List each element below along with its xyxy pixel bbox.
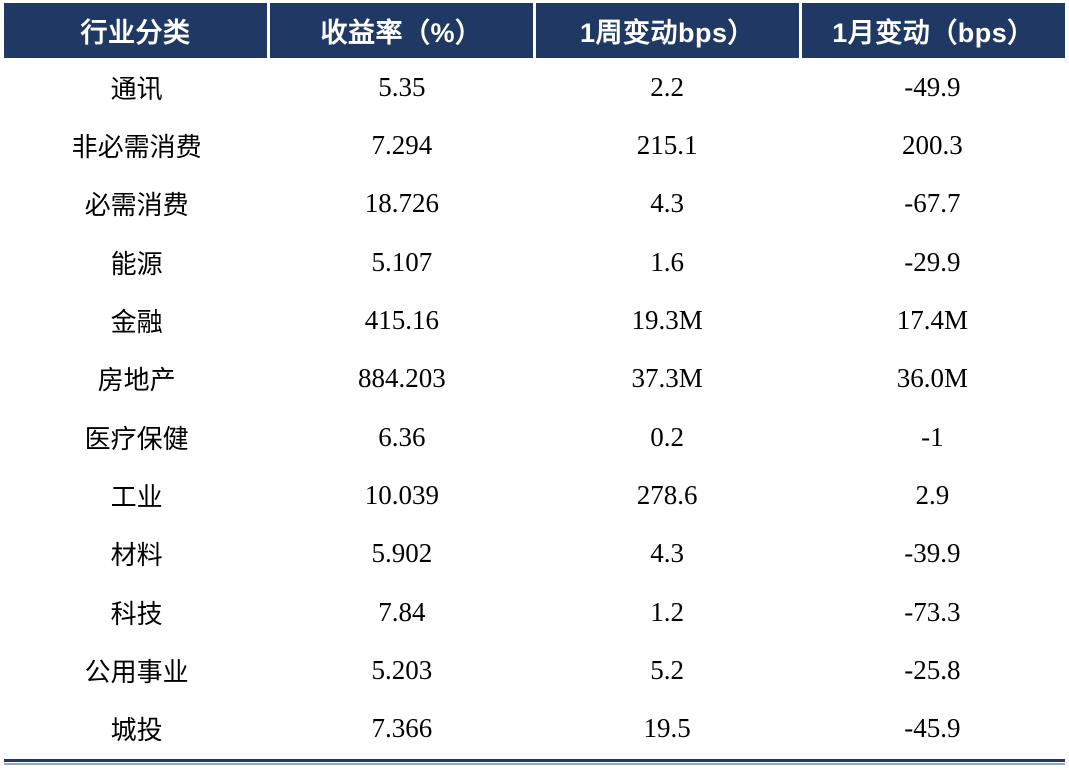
cell-week-change: 37.3M (631, 363, 703, 394)
table-row: 能源 5.107 1.6 -29.9 (4, 233, 1065, 291)
cell-yield: 7.366 (371, 713, 433, 744)
cell-industry: 房地产 (97, 365, 176, 396)
header-cell-month-change: 1月变动（bps） (802, 3, 1065, 58)
table-row: 医疗保健 6.36 0.2 -1 (4, 408, 1065, 466)
cell-month-change: -67.7 (904, 188, 961, 219)
cell-week-change: 1.2 (650, 596, 684, 627)
cell-yield: 5.203 (371, 654, 433, 685)
cell-week-change: 4.3 (650, 188, 684, 219)
cell-week-change: 215.1 (636, 129, 698, 160)
header-cell-yield: 收益率（%） (270, 3, 533, 58)
cell-industry: 必需消费 (84, 190, 189, 221)
cell-industry: 能源 (110, 248, 163, 279)
cell-industry: 非必需消费 (71, 131, 202, 162)
cell-month-change: -45.9 (904, 713, 961, 744)
header-cell-week-change: 1周变动bps） (536, 3, 799, 58)
cell-yield: 415.16 (364, 304, 439, 335)
cell-month-change: -73.3 (904, 596, 961, 627)
cell-week-change: 4.3 (650, 538, 684, 569)
table-row: 通讯 5.35 2.2 -49.9 (4, 58, 1065, 116)
cell-yield: 5.35 (378, 71, 426, 102)
cell-yield: 5.902 (371, 538, 433, 569)
cell-industry: 金融 (110, 306, 163, 337)
table-row: 非必需消费 7.294 215.1 200.3 (4, 116, 1065, 174)
cell-month-change: -29.9 (904, 246, 961, 277)
cell-month-change: 17.4M (896, 304, 968, 335)
table-header-row: 行业分类 收益率（%） 1周变动bps） 1月变动（bps） (4, 3, 1065, 58)
table-bottom-border-thin (4, 762, 1065, 765)
cell-yield: 7.294 (371, 129, 433, 160)
cell-yield: 7.84 (378, 596, 426, 627)
cell-industry: 通讯 (110, 73, 163, 104)
cell-week-change: 278.6 (636, 479, 698, 510)
cell-week-change: 2.2 (650, 71, 684, 102)
cell-month-change: -49.9 (904, 71, 961, 102)
table-row: 工业 10.039 278.6 2.9 (4, 466, 1065, 524)
cell-industry: 科技 (110, 598, 163, 629)
table-bottom-border-thick (4, 758, 1065, 762)
cell-month-change: 200.3 (902, 129, 963, 160)
cell-month-change: -39.9 (904, 538, 961, 569)
cell-week-change: 0.2 (650, 421, 684, 452)
cell-month-change: 2.9 (915, 479, 950, 510)
cell-month-change: 36.0M (896, 363, 968, 394)
table-row: 科技 7.84 1.2 -73.3 (4, 583, 1065, 641)
table-row: 金融 415.16 19.3M 17.4M (4, 291, 1065, 349)
table-row: 城投 7.366 19.5 -45.9 (4, 700, 1065, 758)
cell-yield: 5.107 (371, 246, 433, 277)
table-row: 房地产 884.203 37.3M 36.0M (4, 350, 1065, 408)
table-row: 必需消费 18.726 4.3 -67.7 (4, 175, 1065, 233)
cell-yield: 10.039 (364, 479, 439, 510)
cell-yield: 18.726 (364, 188, 439, 219)
cell-month-change: -25.8 (904, 654, 961, 685)
header-cell-industry: 行业分类 (4, 3, 267, 58)
cell-week-change: 19.5 (643, 713, 691, 744)
cell-industry: 材料 (110, 540, 163, 571)
cell-industry: 城投 (110, 715, 163, 746)
cell-week-change: 19.3M (631, 304, 703, 335)
cell-yield: 6.36 (378, 421, 426, 452)
cell-industry: 公用事业 (84, 656, 189, 687)
cell-yield: 884.203 (358, 363, 446, 394)
cell-week-change: 5.2 (650, 654, 684, 685)
cell-industry: 工业 (110, 481, 163, 512)
cell-industry: 医疗保健 (84, 423, 189, 454)
cell-week-change: 1.6 (650, 246, 684, 277)
industry-yield-table: 行业分类 收益率（%） 1周变动bps） 1月变动（bps） 通讯 5.35 2… (4, 3, 1065, 765)
table-row: 材料 5.902 4.3 -39.9 (4, 525, 1065, 583)
table-row: 公用事业 5.203 5.2 -25.8 (4, 641, 1065, 699)
cell-month-change: -1 (921, 421, 944, 452)
table-body: 通讯 5.35 2.2 -49.9 非必需消费 7.294 215.1 200.… (4, 58, 1065, 758)
